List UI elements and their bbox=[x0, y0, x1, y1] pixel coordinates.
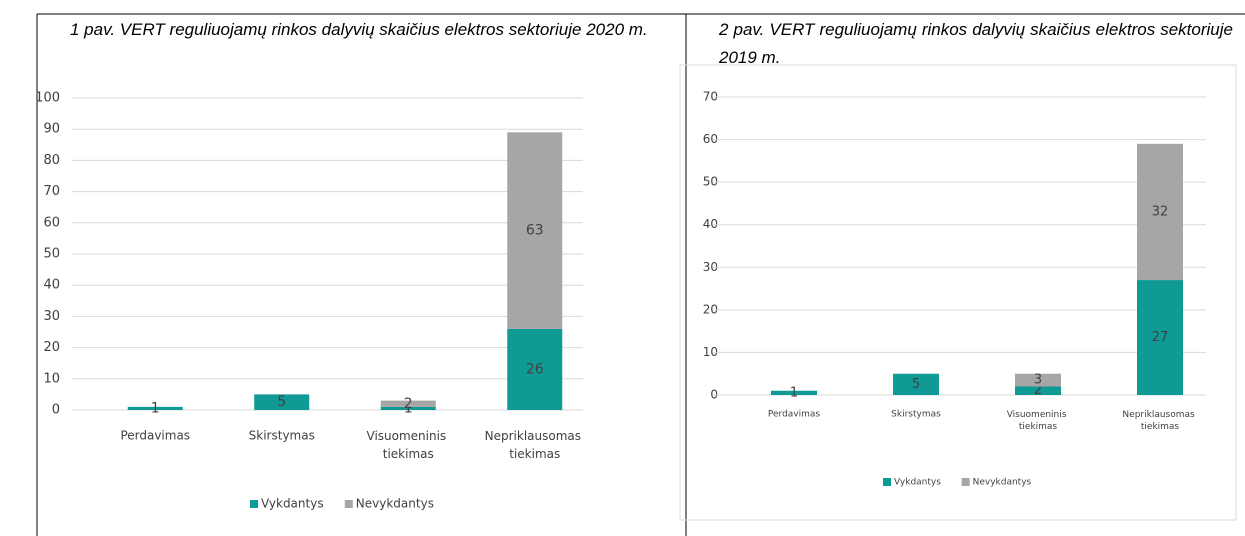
y-tick-label: 70 bbox=[703, 90, 718, 104]
y-tick-label: 50 bbox=[43, 247, 60, 262]
bar-segment bbox=[127, 406, 183, 410]
y-tick-label: 60 bbox=[43, 215, 60, 230]
data-label: 3 bbox=[1034, 373, 1042, 388]
bar-segment bbox=[771, 390, 817, 395]
x-tick-label: Visuomeninis tiekimas bbox=[1007, 410, 1070, 432]
data-label: 32 bbox=[1152, 204, 1169, 219]
y-tick-label: 40 bbox=[43, 278, 60, 293]
caption: 1 pav. VERT reguliuojamų rinkos dalyvių … bbox=[70, 20, 648, 39]
bar-segment bbox=[254, 394, 310, 410]
y-tick-label: 0 bbox=[52, 403, 60, 418]
data-label: 63 bbox=[526, 223, 544, 239]
x-tick-label: Perdavimas bbox=[768, 410, 821, 420]
bar-segment bbox=[380, 400, 436, 407]
data-label: 2 bbox=[1034, 383, 1042, 398]
x-tick-label: Skirstymas bbox=[891, 410, 941, 420]
data-label: 5 bbox=[277, 394, 286, 410]
bar-segment bbox=[1015, 386, 1061, 395]
legend-label: Nevykdantys bbox=[973, 478, 1032, 488]
bar-segment bbox=[507, 328, 563, 410]
data-label: 1 bbox=[790, 385, 798, 400]
legend-swatch bbox=[883, 478, 891, 486]
caption: 2 pav. VERT reguliuojamų rinkos dalyvių … bbox=[719, 20, 1233, 67]
legend-label: Vykdantys bbox=[261, 497, 324, 511]
y-tick-label: 90 bbox=[43, 122, 60, 137]
x-tick-label: Visuomeninis tiekimas bbox=[367, 429, 451, 461]
data-label: 1 bbox=[404, 400, 413, 416]
x-tick-label: Skirstymas bbox=[249, 429, 315, 443]
y-tick-label: 40 bbox=[703, 217, 718, 231]
legend-label: Nevykdantys bbox=[356, 497, 434, 511]
y-tick-label: 10 bbox=[43, 371, 60, 386]
data-label: 2 bbox=[404, 396, 413, 412]
x-tick-label: Nepriklausomas tiekimas bbox=[1122, 410, 1197, 432]
bar-segment bbox=[1015, 373, 1061, 387]
y-tick-label: 70 bbox=[43, 184, 60, 199]
y-tick-label: 30 bbox=[43, 309, 60, 324]
chart-frame bbox=[679, 64, 1237, 521]
bar-segment bbox=[1137, 280, 1183, 395]
y-tick-label: 50 bbox=[703, 175, 718, 189]
data-label: 1 bbox=[151, 400, 160, 416]
data-label: 27 bbox=[1152, 330, 1169, 345]
bar-segment bbox=[893, 373, 939, 395]
x-tick-label: Perdavimas bbox=[120, 429, 190, 443]
bar-segment bbox=[380, 406, 436, 410]
y-tick-label: 20 bbox=[703, 302, 718, 316]
y-tick-label: 60 bbox=[703, 132, 718, 146]
y-tick-label: 80 bbox=[43, 153, 60, 168]
data-label: 26 bbox=[526, 361, 544, 377]
y-tick-label: 100 bbox=[35, 91, 60, 106]
legend-swatch bbox=[344, 500, 353, 508]
x-tick-label: Nepriklausomas tiekimas bbox=[485, 429, 585, 461]
y-tick-label: 10 bbox=[703, 345, 718, 359]
bar-segment bbox=[1137, 143, 1183, 281]
legend-swatch bbox=[250, 500, 258, 508]
bar-segment bbox=[507, 132, 563, 329]
data-label: 5 bbox=[912, 377, 920, 392]
y-tick-label: 30 bbox=[703, 260, 718, 274]
legend-label: Vykdantys bbox=[894, 478, 941, 488]
legend-swatch bbox=[961, 478, 970, 486]
y-tick-label: 20 bbox=[43, 340, 60, 355]
